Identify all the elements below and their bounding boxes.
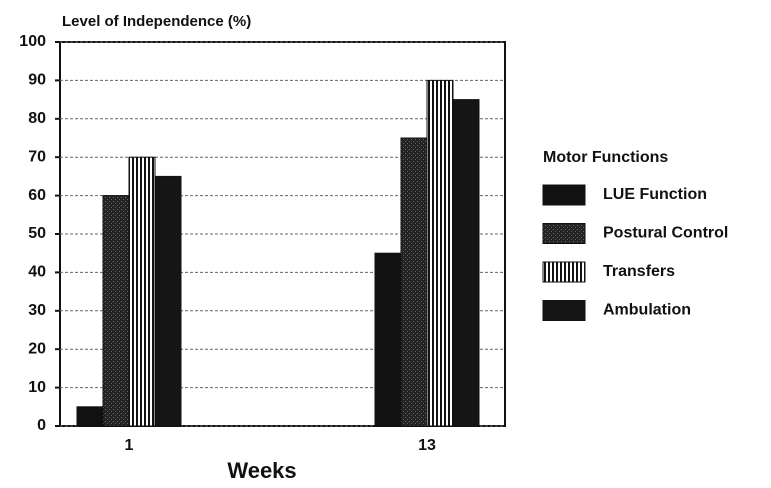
bar xyxy=(426,79,454,427)
bar xyxy=(102,195,130,427)
legend-swatch xyxy=(542,261,586,283)
y-tick-label: 20 xyxy=(28,340,46,357)
legend-label: Transfers xyxy=(603,263,675,280)
legend-label: Ambulation xyxy=(603,302,691,319)
y-tick-label: 60 xyxy=(28,187,46,204)
x-tick-label: 1 xyxy=(125,437,134,454)
y-tick-label: 30 xyxy=(28,302,46,319)
legend-title: Motor Functions xyxy=(543,149,668,166)
legend-label: LUE Function xyxy=(603,186,707,203)
bar xyxy=(154,175,182,427)
bar xyxy=(452,99,480,427)
x-axis-label: Weeks xyxy=(227,458,296,483)
y-tick-label: 70 xyxy=(28,148,46,165)
y-tick-label: 80 xyxy=(28,110,46,127)
x-tick-label: 13 xyxy=(418,437,436,454)
bar xyxy=(400,137,428,427)
y-tick-label: 0 xyxy=(37,417,46,434)
legend-swatch xyxy=(542,300,586,321)
y-tick-label: 40 xyxy=(28,264,46,281)
y-tick-label: 90 xyxy=(28,72,46,89)
y-tick-label: 50 xyxy=(28,225,46,242)
y-tick-label: 10 xyxy=(28,379,46,396)
legend-label: Postural Control xyxy=(603,225,728,242)
bar xyxy=(128,156,156,427)
y-tick-label: 100 xyxy=(19,33,46,50)
bar xyxy=(374,252,402,427)
legend-swatch xyxy=(542,223,586,244)
chart-title: Level of Independence (%) xyxy=(62,13,251,30)
legend-swatch xyxy=(542,184,586,206)
bar xyxy=(76,406,104,427)
